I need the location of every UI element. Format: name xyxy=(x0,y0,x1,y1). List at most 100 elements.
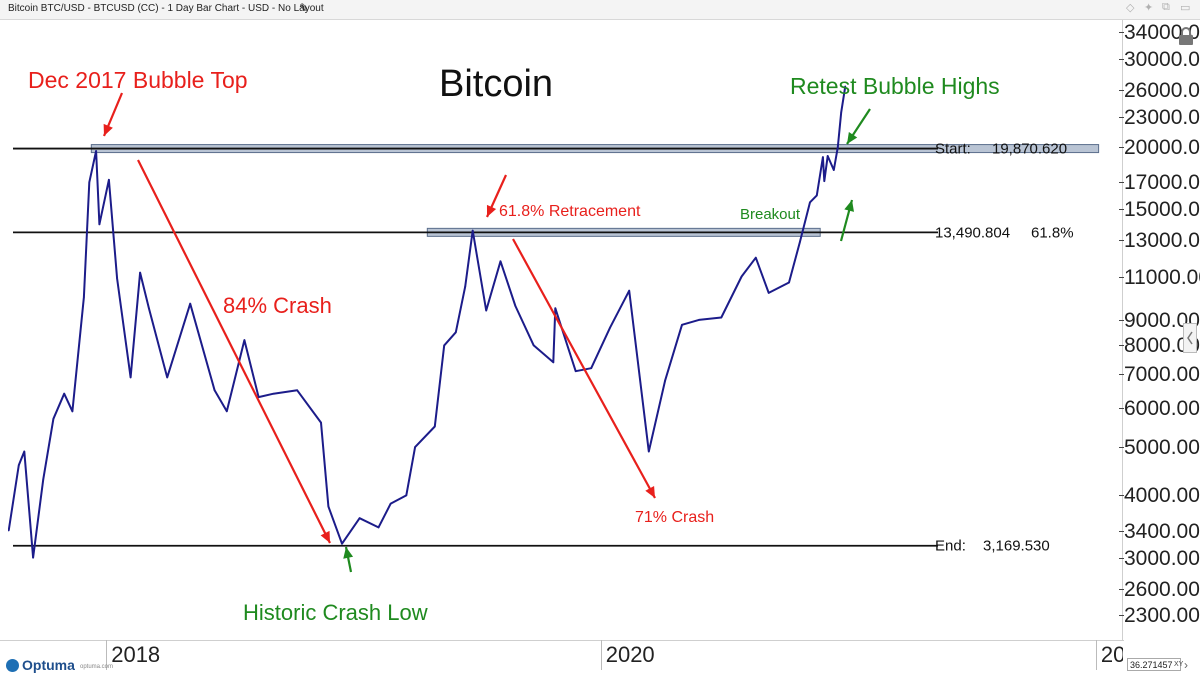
annotation-label-0: Dec 2017 Bubble Top xyxy=(28,67,248,93)
price-point xyxy=(485,309,488,312)
price-line xyxy=(8,86,847,559)
arrows-layer xyxy=(102,92,871,573)
coordinate-readout[interactable]: 36.271457 xyxy=(1127,658,1181,671)
y-tick-label: 6000.00 xyxy=(1119,396,1200,420)
chevron-right-icon[interactable]: › xyxy=(1184,658,1188,672)
price-point xyxy=(108,179,110,181)
price-point xyxy=(32,556,34,559)
price-point xyxy=(226,410,228,413)
price-point xyxy=(272,392,275,395)
y-axis[interactable]: 34000.0030000.0026000.0023000.0020000.00… xyxy=(1118,20,1200,640)
chart-title: Bitcoin xyxy=(439,63,553,105)
price-point xyxy=(532,344,535,347)
price-point xyxy=(720,316,723,319)
price-point xyxy=(116,277,118,280)
pin-icon[interactable]: ✦ xyxy=(1144,2,1154,14)
price-point xyxy=(664,379,666,382)
arrow-head-3 xyxy=(486,204,497,217)
restore-icon[interactable]: ⧉ xyxy=(1162,1,1170,13)
diamond-icon[interactable]: ◇ xyxy=(1126,2,1135,14)
price-point xyxy=(822,156,824,158)
price-point xyxy=(320,421,322,424)
level-label-2: End: 3,169.530 xyxy=(935,538,1050,555)
arrow-head-4 xyxy=(645,485,655,498)
price-point xyxy=(809,201,811,204)
level-label-1: 13,490.804 61.8% xyxy=(935,224,1074,241)
price-point xyxy=(42,478,45,481)
price-point xyxy=(8,529,10,532)
price-point xyxy=(139,271,141,274)
price-point xyxy=(405,494,408,497)
annotation-label-2: Historic Crash Low xyxy=(243,600,428,625)
price-point xyxy=(18,464,20,466)
price-point xyxy=(840,111,843,114)
price-point xyxy=(98,223,101,226)
y-tick-label: 20000.00 xyxy=(1119,137,1200,158)
annotation-label-1: 84% Crash xyxy=(223,293,332,318)
scroll-handle-icon[interactable] xyxy=(1183,323,1197,353)
price-point xyxy=(52,417,55,420)
arrow-head-6 xyxy=(844,200,854,212)
price-point xyxy=(389,502,392,505)
logo-url: optuma.com xyxy=(80,664,114,670)
levels-layer: Start: 19,870.620 13,490.804 61.8% End: 3,169… xyxy=(13,141,1074,555)
price-point xyxy=(414,446,416,448)
x-tick-mark xyxy=(600,640,602,670)
price-point xyxy=(358,517,361,519)
arrow-head-1 xyxy=(320,530,330,543)
price-point xyxy=(837,146,839,148)
annotation-label-4: 71% Crash xyxy=(635,509,714,526)
price-point xyxy=(296,389,299,392)
arrow-line-4 xyxy=(512,238,656,499)
price-point xyxy=(71,410,74,413)
price-point xyxy=(574,370,577,373)
price-point xyxy=(23,450,26,453)
y-tick-label: 30000.00 xyxy=(1119,49,1200,70)
price-point xyxy=(698,319,700,321)
price-point xyxy=(740,275,743,278)
price-point xyxy=(609,326,612,329)
price-point xyxy=(327,505,330,508)
annotations-layer: Bitcoin Dec 2017 Bubble Top 84% Crash Histo… xyxy=(8,63,1000,625)
price-point xyxy=(377,526,380,529)
price-point xyxy=(514,305,517,307)
arrow-head-2 xyxy=(343,547,354,559)
price-point xyxy=(83,296,85,298)
y-tick-label: 11000.00 xyxy=(1118,267,1200,288)
level-value: 13,490.804 xyxy=(935,224,1010,241)
y-tick-label: 2300.00 xyxy=(1119,604,1200,628)
price-point xyxy=(454,331,457,334)
price-point xyxy=(464,285,467,288)
price-point xyxy=(844,85,847,88)
price-point xyxy=(95,150,97,152)
x-axis[interactable] xyxy=(0,640,1124,678)
y-tick-label: 2600.00 xyxy=(1119,577,1200,601)
zones-layer xyxy=(90,144,1100,237)
y-tick-label: 7000.00 xyxy=(1119,363,1200,387)
pencil-icon[interactable]: ✎ xyxy=(299,1,310,15)
price-point xyxy=(257,396,260,398)
arrow-line-1 xyxy=(137,159,331,544)
price-point xyxy=(148,307,150,310)
price-point xyxy=(767,292,770,294)
level-label-0: Start: 19,870.620 xyxy=(935,141,1067,158)
lock-icon[interactable] xyxy=(1176,26,1196,46)
price-point xyxy=(554,307,557,310)
annotation-label-3: 61.8% Retracement xyxy=(499,203,641,220)
level-pct: 61.8% xyxy=(1031,224,1074,241)
y-tick-label: 3000.00 xyxy=(1119,546,1200,570)
price-point xyxy=(341,542,343,545)
chart-frame[interactable]: Start: 19,870.620 13,490.804 61.8% End: 3,169… xyxy=(8,20,1123,640)
chart-plot-area[interactable]: Start: 19,870.620 13,490.804 61.8% End: 3,169… xyxy=(8,20,1123,640)
price-point xyxy=(755,256,757,259)
price-point xyxy=(243,339,246,341)
y-tick-label: 26000.00 xyxy=(1119,80,1200,101)
arrow-head-5 xyxy=(847,132,858,144)
price-point xyxy=(816,194,818,197)
price-point xyxy=(590,367,593,370)
maximize-icon[interactable]: ▭ xyxy=(1180,2,1191,14)
price-point xyxy=(443,344,446,347)
annotation-label-5: Breakout xyxy=(740,206,801,223)
price-point xyxy=(681,323,683,326)
price-point xyxy=(88,181,91,184)
